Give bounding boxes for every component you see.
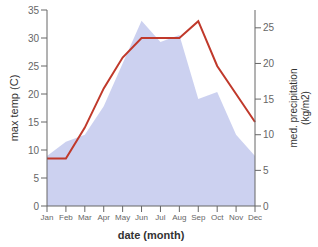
svg-text:0: 0 <box>33 201 39 212</box>
svg-text:15: 15 <box>263 94 275 105</box>
svg-text:Jan: Jan <box>41 213 54 222</box>
svg-text:Dec: Dec <box>248 213 262 222</box>
svg-text:Aug: Aug <box>172 213 186 222</box>
svg-text:Feb: Feb <box>59 213 73 222</box>
svg-text:Jul: Jul <box>155 213 165 222</box>
svg-text:0: 0 <box>263 201 269 212</box>
svg-text:May: May <box>115 213 130 222</box>
svg-text:15: 15 <box>28 117 40 128</box>
svg-text:Mar: Mar <box>78 213 92 222</box>
svg-text:5: 5 <box>263 165 269 176</box>
svg-text:30: 30 <box>28 33 40 44</box>
svg-text:Sep: Sep <box>191 213 206 222</box>
svg-text:med. precipitation(kg/m2): med. precipitation(kg/m2) <box>288 69 311 148</box>
svg-text:max temp (C): max temp (C) <box>8 75 20 142</box>
svg-text:25: 25 <box>263 22 275 33</box>
svg-text:5: 5 <box>33 173 39 184</box>
svg-text:Oct: Oct <box>211 213 224 222</box>
svg-text:Jun: Jun <box>135 213 148 222</box>
svg-text:20: 20 <box>263 58 275 69</box>
svg-text:Apr: Apr <box>98 213 111 222</box>
svg-text:date (month): date (month) <box>118 229 185 241</box>
svg-text:20: 20 <box>28 89 40 100</box>
svg-text:10: 10 <box>263 129 275 140</box>
svg-text:10: 10 <box>28 145 40 156</box>
svg-text:25: 25 <box>28 61 40 72</box>
svg-text:Nov: Nov <box>229 213 243 222</box>
svg-text:35: 35 <box>28 5 40 16</box>
